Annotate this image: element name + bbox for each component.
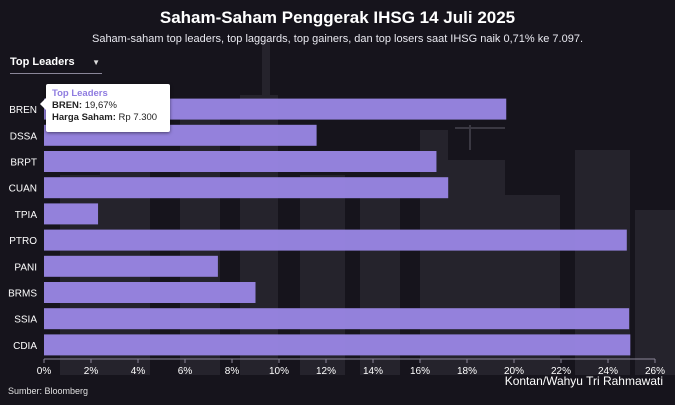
x-tick-label: 8% (225, 366, 240, 377)
bar-pani[interactable] (44, 255, 218, 277)
x-tick-label: 2% (84, 366, 99, 377)
tooltip-price-label: Harga Saham: (52, 112, 116, 123)
bar-tooltip: Top Leaders BREN: 19,67% Harga Saham: Rp… (40, 84, 170, 132)
x-tick-label: 0% (37, 366, 52, 377)
bar-ptro[interactable] (44, 229, 627, 251)
bar-cuan[interactable] (44, 177, 449, 199)
chevron-down-icon: ▼ (92, 58, 100, 67)
x-tick-label: 18% (457, 366, 477, 377)
category-label-pani: PANI (14, 262, 37, 273)
category-label-bren: BREN (9, 105, 37, 116)
dropdown-selected-label: Top Leaders (10, 56, 75, 68)
x-tick-label: 20% (504, 366, 524, 377)
category-label-ssia: SSIA (14, 315, 37, 326)
tooltip-title: Top Leaders (52, 88, 108, 99)
category-dropdown[interactable]: Top Leaders ▼ (10, 56, 102, 74)
bar-tpia[interactable] (44, 203, 99, 225)
x-tick-label: 16% (410, 366, 430, 377)
source-note: Sumber: Bloomberg (8, 386, 89, 396)
tooltip-return-value: 19,67% (82, 100, 117, 111)
x-tick-label: 22% (551, 366, 571, 377)
bar-brpt[interactable] (44, 151, 437, 172)
x-tick-label: 6% (178, 366, 193, 377)
tooltip-line-return: BREN: 19,67% (52, 100, 164, 112)
bar-cdia[interactable] (44, 334, 631, 356)
bar-brms[interactable] (44, 282, 256, 303)
x-tick-label: 14% (363, 366, 383, 377)
category-label-dssa: DSSA (10, 131, 38, 142)
category-label-brpt: BRPT (10, 158, 37, 169)
category-label-cuan: CUAN (9, 184, 37, 195)
category-label-brms: BRMS (8, 289, 37, 300)
chart-title: Saham-Saham Penggerak IHSG 14 Juli 2025 (159, 8, 516, 27)
category-label-tpia: TPIA (15, 210, 38, 221)
x-tick-label: 26% (645, 366, 665, 377)
chart-subtitle: Saham-saham top leaders, top laggards, t… (91, 33, 583, 45)
category-label-cdia: CDIA (13, 341, 37, 352)
bar-ssia[interactable] (44, 308, 630, 330)
credit-note: Kontan/Wahyu Tri Rahmawati (504, 374, 663, 388)
tooltip-ticker: BREN: (52, 100, 83, 111)
tooltip-price-value: Rp 7.300 (115, 112, 158, 123)
x-tick-label: 4% (131, 366, 146, 377)
category-label-ptro: PTRO (9, 236, 37, 247)
x-tick-label: 12% (316, 366, 336, 377)
x-tick-label: 24% (598, 366, 618, 377)
tooltip-line-price: Harga Saham: Rp 7.300 (52, 112, 164, 124)
x-tick-label: 10% (269, 366, 289, 377)
